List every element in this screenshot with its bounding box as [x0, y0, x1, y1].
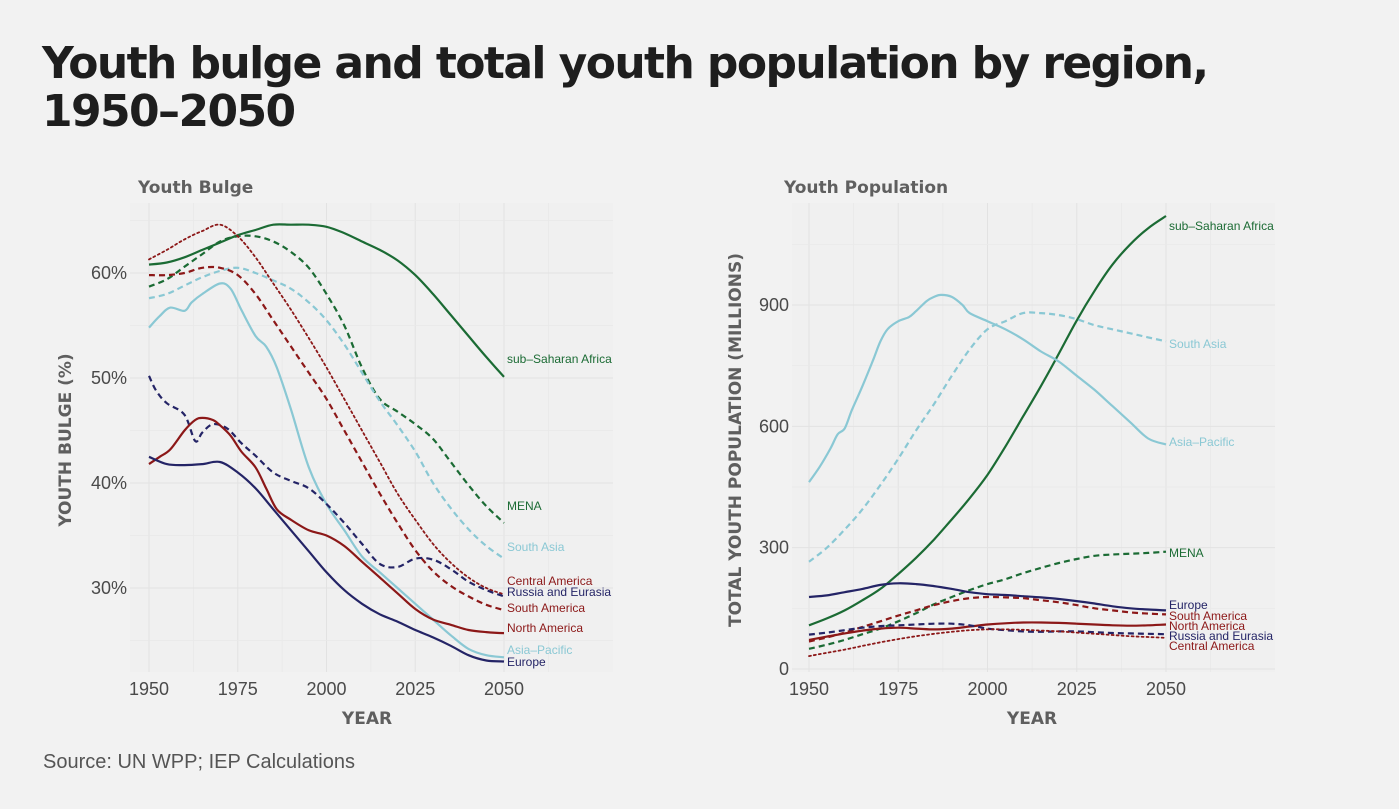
youth-bulge-label-south-america: South America: [507, 601, 585, 615]
youth-bulge-series-north-america: [148, 416, 505, 635]
youth-bulge-chart: Youth Bulge 1950 1975 2000 2025 2050 30% 40% 50%…: [56, 178, 613, 729]
youth-bulge-y-tick-label: 60%: [91, 263, 127, 283]
youth-population-y-tick-label: 300: [759, 538, 789, 558]
youth-population-label-south-america: South America: [1169, 609, 1247, 623]
youth-bulge-series-sub-saharan-africa: [148, 223, 505, 378]
youth-bulge-y-tick-label: 50%: [91, 368, 127, 388]
youth-population-x-tick-label: 2000: [967, 679, 1007, 699]
youth-bulge-x-axis-title: YEAR: [341, 709, 392, 729]
youth-population-gridlines: [792, 203, 1275, 672]
youth-population-series-mena: [808, 550, 1167, 650]
youth-bulge-series-south-america: [148, 265, 505, 612]
youth-population-label-russia-and-eurasia: Russia and Eurasia: [1169, 629, 1273, 643]
youth-population-label-central-america: Central America: [1169, 639, 1255, 653]
youth-bulge-gridlines: [130, 203, 613, 672]
youth-bulge-label-mena: MENA: [507, 499, 542, 513]
youth-population-x-tick-label: 2025: [1057, 679, 1097, 699]
youth-population-x-tick-label: 1950: [789, 679, 829, 699]
youth-population-label-north-america: North America: [1169, 619, 1245, 633]
youth-bulge-x-tick-label: 1975: [218, 679, 258, 699]
youth-population-series-asia-pacific: [808, 293, 1167, 483]
youth-bulge-label-europe: Europe: [507, 655, 546, 669]
youth-population-series-europe: [808, 582, 1167, 612]
youth-population-y-tick-label: 600: [759, 416, 789, 436]
youth-bulge-y-tick-label: 30%: [91, 578, 127, 598]
youth-population-y-tick-label: 0: [779, 659, 789, 679]
youth-population-label-sub-saharan-africa: sub–Saharan Africa: [1169, 219, 1274, 233]
youth-population-series-south-america: [808, 595, 1167, 643]
youth-population-series-sub-saharan-africa: [808, 215, 1167, 627]
youth-bulge-series-south-asia: [148, 266, 505, 560]
youth-population-label-asia-pacific: Asia–Pacific: [1169, 435, 1234, 449]
youth-bulge-plot-area: [130, 203, 613, 672]
youth-population-panel-title: Youth Population: [783, 178, 948, 198]
youth-population-x-axis-title: YEAR: [1006, 709, 1057, 729]
youth-population-series-south-asia: [808, 311, 1167, 563]
youth-population-label-mena: MENA: [1169, 546, 1204, 560]
youth-bulge-label-north-america: North America: [507, 621, 583, 635]
youth-bulge-series-europe: [148, 455, 505, 663]
youth-bulge-label-south-asia: South Asia: [507, 540, 565, 554]
youth-population-y-tick-label: 900: [759, 295, 789, 315]
source-note: Source: UN WPP; IEP Calculations: [43, 751, 355, 773]
youth-bulge-label-central-america: Central America: [507, 574, 593, 588]
youth-population-label-south-asia: South Asia: [1169, 337, 1227, 351]
youth-population-label-europe: Europe: [1169, 598, 1208, 612]
chart-title: Youth bulge and total youth population b…: [42, 38, 1209, 137]
youth-bulge-x-tick-label: 2050: [484, 679, 524, 699]
youth-bulge-y-tick-label: 40%: [91, 473, 127, 493]
youth-bulge-x-tick-label: 2000: [306, 679, 346, 699]
youth-population-x-tick-label: 1975: [878, 679, 918, 699]
youth-bulge-series-russia-and-eurasia: [148, 375, 505, 598]
youth-population-series-north-america: [808, 621, 1167, 641]
youth-population-chart: Youth Population 1950 1975 2000 2025 2050 0 300…: [726, 178, 1275, 729]
youth-population-x-tick-label: 2050: [1146, 679, 1186, 699]
youth-bulge-series-mena: [148, 234, 505, 524]
youth-bulge-panel-title: Youth Bulge: [137, 178, 253, 198]
youth-population-series-central-america: [808, 628, 1167, 657]
youth-bulge-y-axis-title: YOUTH BULGE (%): [56, 353, 76, 527]
youth-bulge-label-asia-pacific: Asia–Pacific: [507, 643, 572, 657]
youth-bulge-label-russia-and-eurasia: Russia and Eurasia: [507, 585, 611, 599]
youth-bulge-x-tick-label: 1950: [129, 679, 169, 699]
youth-bulge-series-central-america: [148, 223, 505, 596]
youth-bulge-label-sub-saharan-africa: sub–Saharan Africa: [507, 352, 612, 366]
youth-population-y-axis-title: TOTAL YOUTH POPULATION (MILLIONS): [726, 253, 746, 627]
youth-bulge-x-tick-label: 2025: [395, 679, 435, 699]
